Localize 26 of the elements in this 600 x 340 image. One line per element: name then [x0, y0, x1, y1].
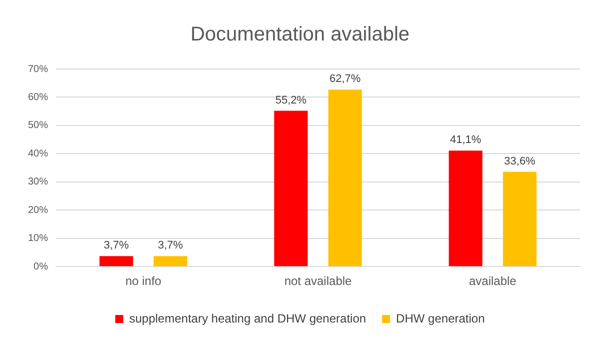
y-tick-label: 50% [28, 120, 48, 132]
bar [448, 150, 482, 266]
chart-title: Documentation available [190, 24, 410, 46]
data-label: 62,7% [329, 73, 361, 86]
data-label: 3,7% [158, 240, 184, 252]
y-tick-label: 30% [28, 176, 48, 188]
y-tick-label: 40% [28, 148, 48, 160]
data-label: 3,7% [104, 240, 130, 252]
x-tick-label: not available [284, 274, 352, 288]
x-tick-label: no info [125, 274, 162, 288]
bar [274, 110, 308, 266]
data-label: 33,6% [504, 155, 536, 168]
legend-label: supplementary heating and DHW generation [129, 311, 366, 326]
bar [154, 256, 188, 266]
y-tick-label: 70% [28, 64, 48, 75]
legend-label: DHW generation [396, 311, 485, 326]
y-tick-label: 20% [28, 204, 48, 216]
bar [502, 172, 537, 266]
data-label: 41,1% [450, 134, 482, 146]
bar [99, 256, 134, 266]
y-tick-label: 10% [28, 233, 48, 244]
data-label: 55,2% [275, 94, 307, 106]
x-tick-label: available [468, 274, 517, 288]
y-tick-label: 60% [28, 92, 48, 103]
bar [328, 90, 362, 266]
y-tick-label: 0% [34, 261, 48, 272]
